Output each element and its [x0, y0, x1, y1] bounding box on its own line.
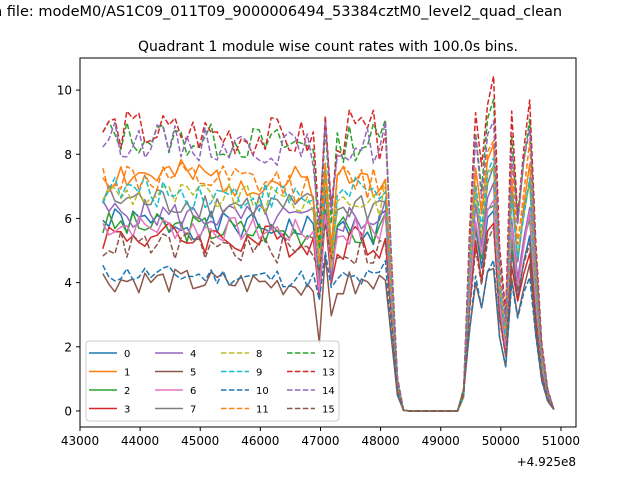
- legend-label-1: 1: [124, 368, 130, 379]
- y-tick-label: 10: [57, 84, 72, 98]
- x-tick-label: 44000: [121, 434, 159, 448]
- legend-label-5: 5: [190, 368, 196, 379]
- x-tick-label: 47000: [301, 434, 339, 448]
- x-tick-label: 45000: [181, 434, 219, 448]
- legend-label-14: 14: [322, 386, 335, 397]
- legend-label-11: 11: [256, 405, 269, 416]
- legend-label-12: 12: [322, 349, 335, 360]
- series-line-15: [102, 222, 555, 412]
- legend-label-6: 6: [190, 386, 196, 397]
- series-line-14: [102, 120, 555, 412]
- series-line-11: [102, 140, 555, 412]
- legend-label-10: 10: [256, 386, 269, 397]
- x-tick-label: 51000: [542, 434, 580, 448]
- x-tick-label: 50000: [482, 434, 520, 448]
- x-offset-label: +4.925e8: [517, 455, 576, 469]
- legend-label-3: 3: [124, 405, 130, 416]
- figure-suptitle: n file: modeM0/AS1C09_011T09_9000006494_…: [0, 4, 562, 20]
- chart-title: Quadrant 1 module wise count rates with …: [138, 39, 518, 55]
- x-tick-label: 48000: [362, 434, 400, 448]
- y-tick-label: 0: [64, 404, 72, 418]
- legend-label-0: 0: [124, 349, 130, 360]
- legend-label-13: 13: [322, 368, 335, 379]
- legend-label-15: 15: [322, 405, 335, 416]
- series-line-13: [102, 75, 555, 412]
- x-tick-label: 43000: [61, 434, 99, 448]
- series-line-3: [102, 214, 555, 412]
- y-tick-label: 4: [64, 276, 72, 290]
- legend-label-9: 9: [256, 368, 262, 379]
- y-tick-label: 2: [64, 340, 72, 354]
- legend-label-8: 8: [256, 349, 262, 360]
- y-tick-label: 8: [64, 148, 72, 162]
- series-layer: [102, 75, 555, 412]
- x-tick-label: 46000: [241, 434, 279, 448]
- y-tick-label: 6: [64, 212, 72, 226]
- ticks-layer: 43000 44000 45000 46000 47000 48000 49000 50000…: [57, 84, 580, 448]
- axes-frame: [79, 57, 577, 428]
- legend-box: [85, 340, 340, 422]
- series-line-5: [102, 254, 555, 412]
- legend-label-2: 2: [124, 386, 130, 397]
- x-tick-label: 49000: [422, 434, 460, 448]
- legend-label-7: 7: [190, 405, 196, 416]
- legend-label-4: 4: [190, 349, 196, 360]
- series-line-10: [102, 251, 555, 412]
